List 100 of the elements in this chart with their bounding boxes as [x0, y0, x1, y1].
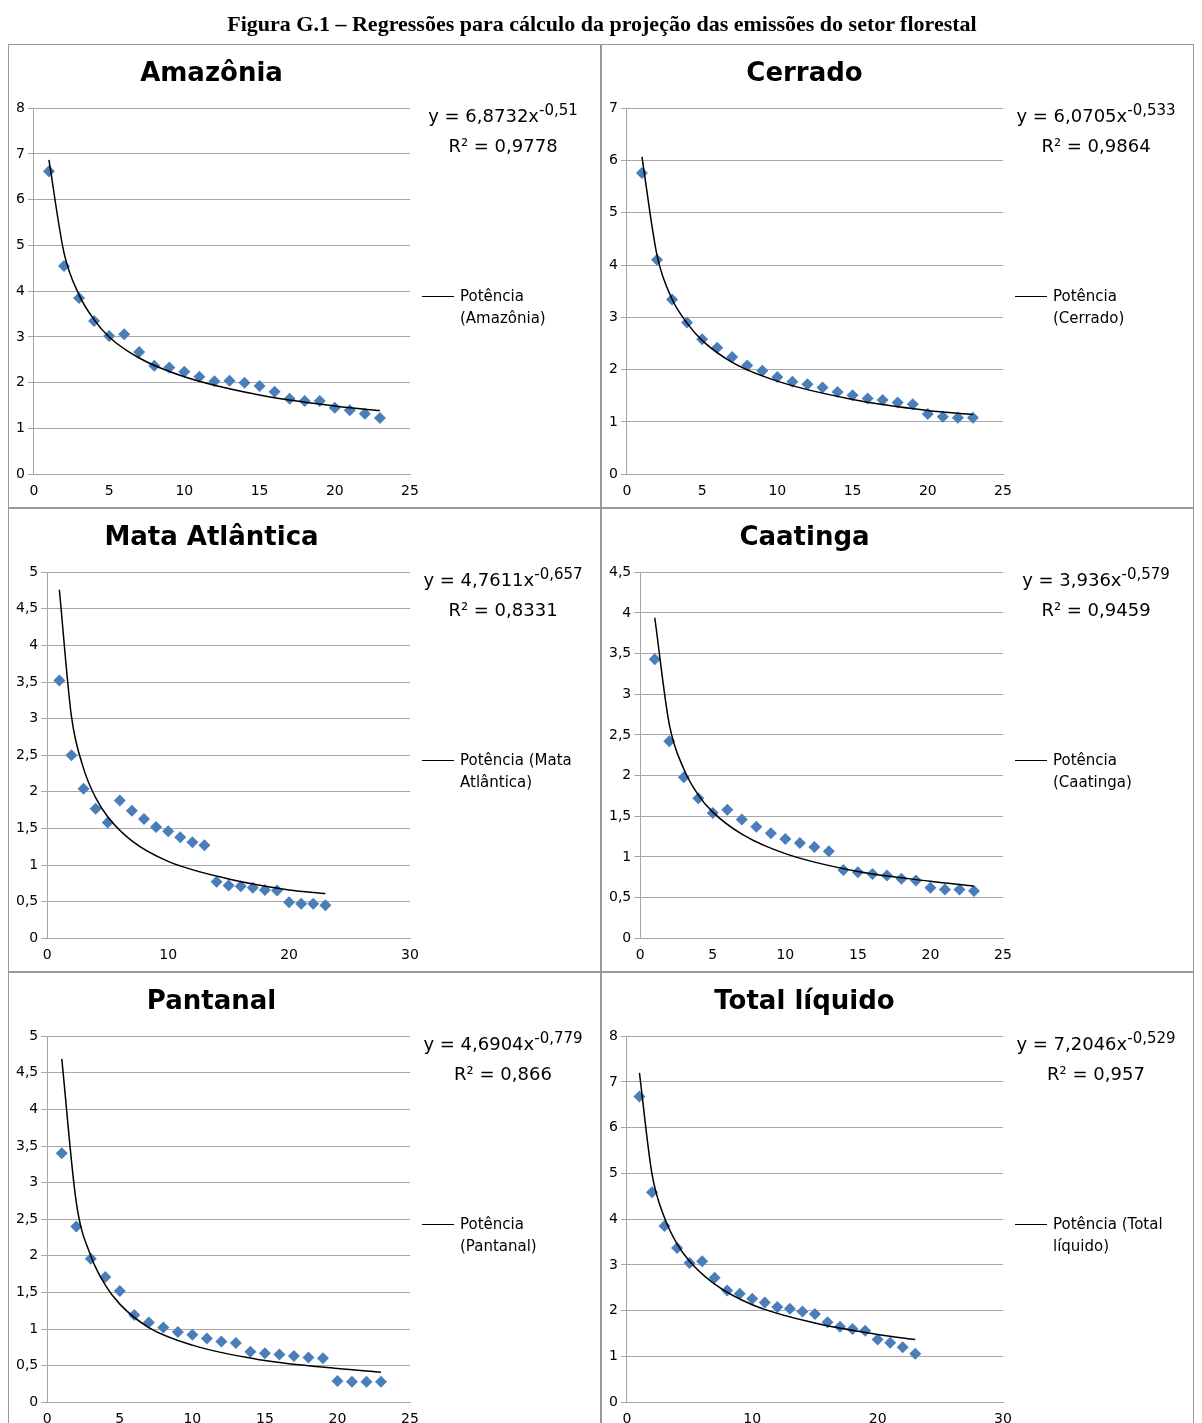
- chart-title: Caatinga: [739, 521, 870, 552]
- y-tick-label: 1: [608, 1347, 618, 1364]
- point: [871, 1333, 884, 1346]
- point: [764, 827, 777, 840]
- y-tick-label: 3: [15, 327, 25, 344]
- y-tick-label: 0: [622, 928, 632, 945]
- y-tick-label: 7: [608, 98, 618, 115]
- x-tick-label: 20: [280, 946, 298, 963]
- point: [648, 653, 661, 666]
- x-tick-label: 10: [183, 1410, 202, 1423]
- y-tick-label: 0,5: [609, 888, 632, 905]
- text: y = 6,8732x$^{-0,51}$: [427, 100, 579, 128]
- point: [953, 883, 966, 896]
- point: [222, 879, 235, 892]
- text: R² = 0,9778: [447, 134, 559, 158]
- point: [735, 813, 748, 826]
- point: [193, 370, 206, 383]
- legend-label: Potência (Pantanal): [460, 1214, 538, 1257]
- point: [319, 899, 332, 912]
- y-tick-label: 4: [29, 636, 39, 653]
- point: [783, 1302, 796, 1315]
- text: Figura G.1 – Regressões para cálculo da projeção das emissões do setor florestal: [226, 11, 978, 37]
- legend-label: Potência (Amazônia): [460, 286, 547, 329]
- x-tick-label: 0: [635, 946, 645, 963]
- y-tick-label: 3,5: [609, 644, 632, 661]
- y-tick-label: 4: [15, 281, 25, 298]
- y-tick-label: 6: [608, 151, 618, 168]
- y-tick-label: 3,5: [16, 672, 39, 689]
- point: [726, 351, 739, 364]
- y-tick-label: 4: [608, 1209, 618, 1226]
- point: [223, 374, 236, 387]
- point: [966, 411, 979, 424]
- x-tick-label: 25: [401, 482, 419, 499]
- y-tick-label: 2,5: [609, 725, 632, 742]
- y-tick-label: 3,5: [16, 1136, 39, 1153]
- y-tick-label: 1: [29, 1319, 39, 1336]
- y-tick-label: 1,5: [16, 1283, 39, 1300]
- point: [210, 875, 223, 888]
- point: [244, 1345, 257, 1358]
- point: [750, 820, 763, 833]
- y-tick-label: 0: [608, 1392, 618, 1409]
- x-tick-label: 20: [325, 482, 344, 499]
- y-tick-label: 2: [29, 782, 39, 799]
- y-tick-label: 2: [608, 360, 618, 377]
- point: [756, 364, 769, 377]
- point: [779, 832, 792, 845]
- point: [645, 1186, 658, 1199]
- x-tick-label: 10: [776, 946, 795, 963]
- y-tick-label: 2: [608, 1301, 618, 1318]
- point: [287, 1350, 300, 1363]
- line-series: [61, 1058, 382, 1373]
- point: [208, 375, 221, 388]
- point: [307, 897, 320, 910]
- point: [822, 845, 835, 858]
- x-tick-label: 10: [743, 1410, 762, 1423]
- y-tick-label: 0: [15, 464, 25, 481]
- x-tick-label: 10: [768, 482, 787, 499]
- point: [345, 1375, 358, 1388]
- point: [157, 1321, 170, 1334]
- y-tick-label: 1,5: [609, 806, 632, 823]
- point: [65, 749, 78, 762]
- y-tick-label: 2: [29, 1246, 39, 1263]
- x-tick-label: 5: [708, 946, 718, 963]
- text: y = 6,0705x$^{-0,533}$: [1015, 100, 1177, 128]
- y-tick-label: 4,5: [16, 599, 39, 616]
- point: [663, 735, 676, 748]
- point: [951, 411, 964, 424]
- text: y = 4,6904x$^{-0,779}$: [422, 1028, 584, 1056]
- x-tick-label: 20: [328, 1410, 347, 1423]
- y-tick-label: 1: [29, 855, 39, 872]
- y-tick-label: 2: [622, 766, 632, 783]
- point: [967, 885, 980, 898]
- x-tick-label: 15: [250, 482, 269, 499]
- point: [884, 1336, 897, 1349]
- point: [796, 1305, 809, 1318]
- legend-label: Potência (Total líquido): [1053, 1214, 1164, 1257]
- x-tick-label: 20: [918, 482, 937, 499]
- point: [360, 1375, 373, 1388]
- x-tick-label: 20: [868, 1410, 887, 1423]
- text: y = 7,2046x$^{-0,529}$: [1015, 1028, 1177, 1056]
- point: [374, 1375, 387, 1388]
- y-tick-label: 4: [622, 603, 632, 620]
- point: [229, 1336, 242, 1349]
- y-tick-label: 5: [15, 236, 25, 253]
- point: [876, 393, 889, 406]
- point: [358, 407, 371, 420]
- point: [938, 883, 951, 896]
- point: [808, 1307, 821, 1320]
- point: [198, 839, 211, 852]
- y-tick-label: 0: [608, 464, 618, 481]
- y-tick-label: 4: [608, 255, 618, 272]
- point: [178, 365, 191, 378]
- point: [174, 831, 187, 844]
- point: [234, 880, 247, 893]
- y-tick-label: 5: [608, 203, 618, 220]
- text: R² = 0,866: [453, 1062, 553, 1086]
- point: [733, 1287, 746, 1300]
- text: R² = 0,9459: [1040, 598, 1152, 622]
- point: [186, 1328, 199, 1341]
- y-tick-label: 0: [29, 1392, 39, 1409]
